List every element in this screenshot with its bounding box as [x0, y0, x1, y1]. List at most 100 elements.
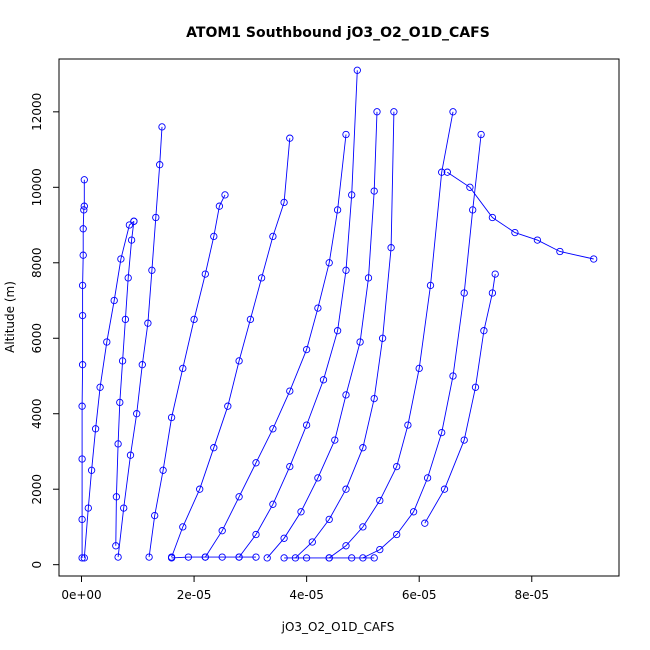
x-axis-label: jO3_O2_O1D_CAFS	[281, 620, 395, 634]
data-point	[252, 530, 260, 539]
data-point	[491, 270, 499, 278]
data-point	[286, 134, 294, 142]
data-point	[78, 311, 87, 320]
data-point	[210, 444, 218, 452]
data-point	[314, 474, 322, 482]
data-point	[201, 270, 209, 278]
data-point	[269, 425, 277, 433]
x-tick-label: 6e-05	[402, 588, 437, 602]
data-point	[78, 455, 86, 463]
data-point	[449, 372, 457, 380]
data-point	[179, 364, 187, 373]
data-point	[533, 236, 542, 244]
data-point	[308, 538, 316, 546]
y-tick-label: 8000	[30, 248, 44, 279]
data-point	[302, 421, 311, 429]
data-point	[152, 213, 160, 222]
data-point	[167, 554, 176, 562]
data-point	[438, 168, 446, 176]
data-point	[302, 554, 311, 562]
data-point	[325, 554, 333, 562]
data-series	[291, 108, 398, 562]
data-point	[246, 315, 255, 324]
data-point	[158, 123, 166, 131]
x-axis: 0e+00 2e-05 4e-05 6e-05 8e-05	[61, 576, 549, 602]
data-point	[235, 357, 243, 365]
data-point	[103, 338, 111, 346]
y-tick-label: 10000	[30, 168, 44, 206]
data-point	[342, 391, 350, 399]
data-point	[376, 496, 384, 505]
data-point	[423, 474, 432, 482]
data-point	[393, 530, 401, 539]
data-point	[331, 436, 339, 444]
data-point	[353, 66, 361, 74]
data-point	[280, 554, 288, 562]
series-line	[83, 220, 135, 558]
data-point	[269, 232, 277, 241]
data-point	[359, 523, 367, 531]
data-point	[184, 553, 193, 561]
data-point	[127, 236, 136, 244]
data-point	[252, 459, 260, 467]
y-axis: 0 2000 4000 6000 8000 10000 12000	[30, 93, 59, 568]
data-point	[120, 504, 128, 512]
data-point	[79, 225, 87, 233]
data-point	[80, 206, 88, 214]
data-point	[80, 202, 88, 210]
data-point	[370, 554, 378, 562]
data-point	[280, 534, 288, 542]
data-point	[469, 206, 477, 214]
data-point	[215, 202, 224, 210]
data-point	[221, 191, 229, 199]
data-point	[404, 421, 412, 429]
data-point	[126, 451, 135, 459]
data-point	[235, 553, 243, 561]
data-point	[218, 527, 226, 535]
data-point	[280, 198, 288, 207]
data-point	[179, 523, 187, 531]
data-point	[151, 511, 159, 520]
data-point	[78, 281, 87, 290]
data-point	[325, 515, 333, 524]
data-series	[443, 168, 598, 263]
data-point	[421, 519, 429, 527]
data-point	[440, 485, 449, 493]
data-point	[80, 176, 88, 184]
data-series	[114, 123, 166, 561]
data-point	[224, 402, 232, 410]
data-point	[80, 554, 88, 562]
data-point	[125, 221, 134, 229]
y-tick-label: 6000	[30, 323, 44, 354]
data-point	[409, 508, 418, 516]
series-line	[424, 274, 496, 524]
y-tick-label: 4000	[30, 398, 44, 429]
data-series	[167, 553, 260, 562]
data-series	[359, 130, 485, 562]
data-point	[78, 515, 86, 524]
data-point	[112, 493, 121, 501]
series-line	[148, 194, 226, 558]
data-point	[443, 168, 451, 176]
data-point	[477, 130, 485, 139]
data-point	[348, 191, 356, 199]
data-point	[359, 444, 367, 452]
data-point	[373, 108, 381, 116]
data-point	[84, 504, 92, 512]
data-point	[480, 327, 488, 335]
data-point	[325, 259, 333, 267]
data-series	[235, 66, 361, 561]
data-point	[218, 553, 226, 561]
data-point	[110, 296, 118, 305]
data-point	[190, 315, 198, 324]
data-point	[210, 232, 218, 241]
y-tick-label: 12000	[30, 93, 44, 131]
data-point	[460, 289, 468, 297]
y-axis-label: Altitude (m)	[3, 281, 17, 353]
data-point	[78, 554, 86, 562]
data-point	[257, 274, 266, 282]
series-line	[171, 138, 291, 558]
data-point	[78, 402, 86, 410]
data-point	[252, 553, 260, 561]
data-point	[390, 108, 398, 116]
